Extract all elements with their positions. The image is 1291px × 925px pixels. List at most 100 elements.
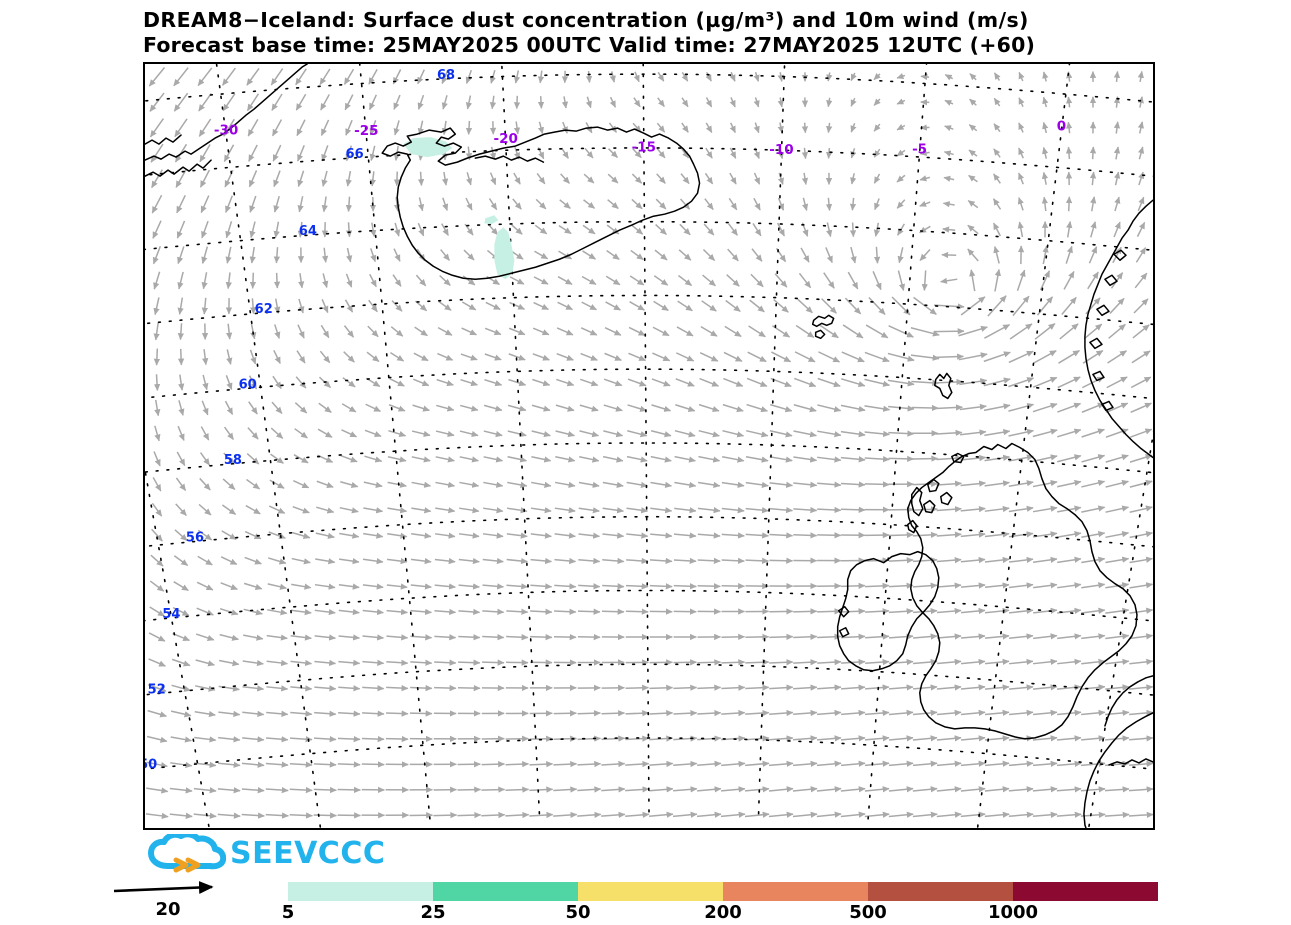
forecast-map-panel[interactable]: 68666462605856545250-35-30-25-20-15-10-5… <box>143 62 1155 830</box>
wind-arrow <box>266 710 289 717</box>
wind-arrow <box>362 634 385 641</box>
wind-arrow <box>960 658 986 666</box>
wind-arrow <box>243 634 264 641</box>
wind-arrow <box>506 532 528 539</box>
wind-arrow <box>531 430 551 438</box>
wind-arrow <box>1113 121 1121 134</box>
wind-arrow <box>345 171 352 187</box>
wind-arrow <box>370 222 377 238</box>
wind-arrow <box>1134 272 1148 289</box>
wind-arrow <box>602 455 624 463</box>
wind-arrow <box>200 195 210 214</box>
wind-arrow <box>768 786 794 793</box>
wind-arrow <box>888 582 914 589</box>
wind-arrow <box>1105 607 1130 614</box>
wind-arrow <box>198 503 212 516</box>
wind-arrow <box>434 532 456 539</box>
wind-arrow <box>441 171 449 186</box>
wind-arrow <box>177 271 184 290</box>
wind-arrow <box>510 250 524 260</box>
wind-arrow <box>558 224 572 235</box>
wind-arrow <box>296 350 306 364</box>
wind-arrow <box>653 300 669 312</box>
wind-arrow <box>705 122 713 134</box>
wind-arrow <box>1008 760 1034 767</box>
wind-arrow <box>392 274 402 287</box>
wind-arrow <box>273 247 281 264</box>
wind-arrow <box>872 270 882 291</box>
wind-arrow <box>246 453 260 465</box>
wind-arrow <box>873 98 881 106</box>
wind-arrow <box>177 323 185 341</box>
wind-arrow <box>1129 505 1153 514</box>
wind-arrow <box>752 223 762 237</box>
wind-arrow <box>1032 760 1058 768</box>
wind-arrow <box>152 220 162 239</box>
wind-arrow <box>721 582 745 590</box>
wind-arrow <box>1105 735 1130 742</box>
wind-arrow <box>792 811 818 818</box>
wind-arrow <box>1107 350 1127 364</box>
wind-arrow <box>388 404 406 412</box>
wind-arrow <box>268 531 286 539</box>
wind-arrow <box>532 353 550 361</box>
wind-arrow <box>584 147 594 159</box>
wind-arrow <box>246 478 261 490</box>
wind-arrow <box>410 608 432 616</box>
wind-arrow <box>697 532 721 539</box>
wind-arrow <box>321 247 329 263</box>
wind-arrow <box>557 301 573 311</box>
dust-plume-small <box>484 215 499 225</box>
wind-arrow <box>865 324 889 339</box>
wind-arrow <box>465 120 473 135</box>
wind-arrow <box>436 404 455 412</box>
wind-arrow <box>369 273 377 288</box>
wind-arrow <box>936 480 963 487</box>
wind-arrow <box>602 557 625 565</box>
wind-arrow <box>673 709 698 717</box>
wind-arrow <box>849 197 857 211</box>
wind-arrow <box>273 221 280 239</box>
wind-arrow <box>554 608 577 615</box>
wind-arrow <box>934 353 965 360</box>
wind-arrow <box>936 506 962 513</box>
wind-arrow <box>338 685 361 692</box>
wind-arrow <box>912 735 938 742</box>
wind-arrow <box>459 481 480 488</box>
wind-arrow <box>270 453 284 464</box>
wind-arrow <box>625 608 649 615</box>
wind-arrow <box>625 811 650 818</box>
wind-arrow <box>793 684 818 691</box>
wind-arrow <box>1017 221 1024 238</box>
wind-arrow <box>201 220 209 239</box>
wind-arrow <box>1018 97 1025 107</box>
wind-arrow <box>936 455 963 462</box>
wind-arrow <box>673 557 697 565</box>
wind-arrow <box>148 67 166 87</box>
wind-arrow <box>531 404 551 412</box>
wind-arrow <box>197 67 213 87</box>
wind-arrow <box>744 811 770 818</box>
wind-arrow <box>1089 146 1097 160</box>
wind-arrow <box>1081 454 1106 463</box>
wind-arrow <box>532 327 550 336</box>
wind-arrow <box>1032 531 1058 538</box>
wind-arrow <box>391 300 403 312</box>
wind-arrow <box>267 609 288 616</box>
wind-arrow <box>577 710 601 717</box>
wind-arrow <box>555 404 575 412</box>
wind-arrow <box>960 760 986 767</box>
wind-arrow <box>511 224 523 235</box>
wind-arrow <box>864 430 891 437</box>
wind-arrow <box>553 760 578 768</box>
wind-arrow <box>578 507 600 514</box>
wind-arrow <box>556 327 574 336</box>
wind-arrow <box>626 507 649 514</box>
wind-arrow <box>152 477 162 492</box>
wind-arrow <box>293 454 309 464</box>
coastline-shetland <box>934 372 953 400</box>
wind-arrow <box>1105 428 1129 438</box>
wind-arrow <box>919 175 931 182</box>
wind-arrow <box>386 710 409 717</box>
